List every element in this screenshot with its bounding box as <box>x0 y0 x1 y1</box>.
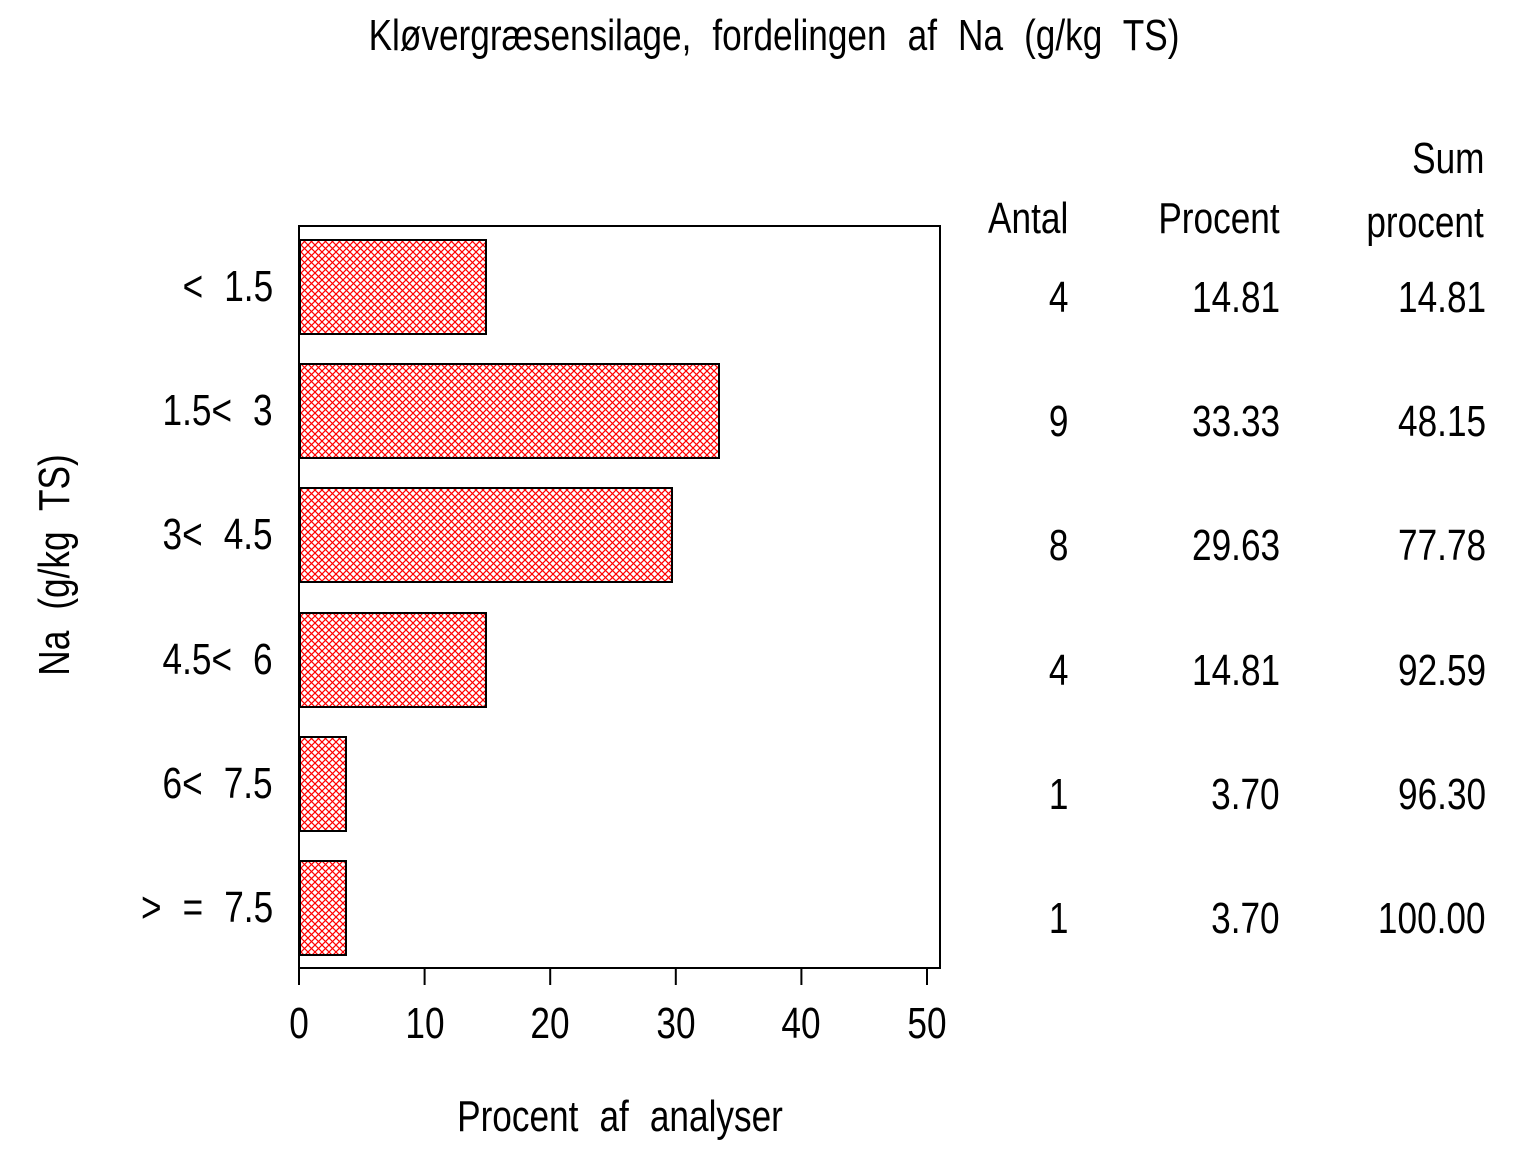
x-tick-label-40: 40 <box>781 999 821 1048</box>
x-axis-title: Procent af analyser <box>457 1092 783 1141</box>
plot-frame <box>298 225 941 969</box>
table-cell-sum-procent: 14.81 <box>1397 273 1486 322</box>
y-category-label: < 1.5 <box>182 262 273 311</box>
table-cell-procent: 29.63 <box>1191 521 1280 571</box>
table-cell-procent: 33.33 <box>1191 397 1280 447</box>
bar-6< 7.5 <box>299 736 347 832</box>
table-cell-antal: 1 <box>1048 769 1068 819</box>
table-cell-sum-procent: 100.00 <box>1378 894 1486 943</box>
table-cell-sum-procent: 48.15 <box>1397 397 1486 447</box>
table-header-sum-line2: procent <box>1366 198 1484 247</box>
table-cell-procent: 3.70 <box>1211 894 1280 943</box>
y-category-label: 6< 7.5 <box>162 758 273 808</box>
table-cell-antal: 1 <box>1048 894 1068 943</box>
table-cell-antal: 9 <box>1048 397 1068 447</box>
bar-4.5< 6 <box>299 612 487 708</box>
bar-> = 7.5 <box>299 860 347 956</box>
x-tick-label-30: 30 <box>656 999 696 1048</box>
y-axis-title: Na (g/kg TS) <box>30 454 79 676</box>
y-category-label: 1.5< 3 <box>162 386 273 436</box>
table-cell-antal: 4 <box>1048 273 1068 322</box>
table-cell-antal: 4 <box>1048 645 1068 695</box>
bar-3< 4.5 <box>299 487 673 583</box>
x-axis-ticks <box>298 968 928 985</box>
bar-series <box>299 239 720 956</box>
x-tick-label-10: 10 <box>405 999 445 1048</box>
table-cell-procent: 14.81 <box>1191 645 1280 695</box>
y-category-label: > = 7.5 <box>140 883 273 932</box>
bar-1.5< 3 <box>299 363 720 459</box>
y-category-label: 3< 4.5 <box>162 510 273 560</box>
table-cell-sum-procent: 92.59 <box>1397 645 1486 695</box>
table-header-procent: Procent <box>1158 194 1280 243</box>
table-cell-procent: 3.70 <box>1211 769 1280 819</box>
x-tick-label-0: 0 <box>289 999 309 1048</box>
table-header-sum-line1: Sum <box>1411 134 1484 183</box>
x-tick-label-20: 20 <box>530 999 570 1048</box>
table-cell-procent: 14.81 <box>1191 273 1280 322</box>
y-category-label: 4.5< 6 <box>162 634 273 684</box>
table-cell-sum-procent: 77.78 <box>1397 521 1486 571</box>
chart-title: Kløvergræsensilage, fordelingen af Na (g… <box>368 11 1180 60</box>
bar-< 1.5 <box>299 239 487 335</box>
table-cell-antal: 8 <box>1048 521 1068 571</box>
x-tick-label-50: 50 <box>907 999 947 1048</box>
table-cell-sum-procent: 96.30 <box>1397 769 1486 819</box>
table-header-antal: Antal <box>987 194 1068 243</box>
